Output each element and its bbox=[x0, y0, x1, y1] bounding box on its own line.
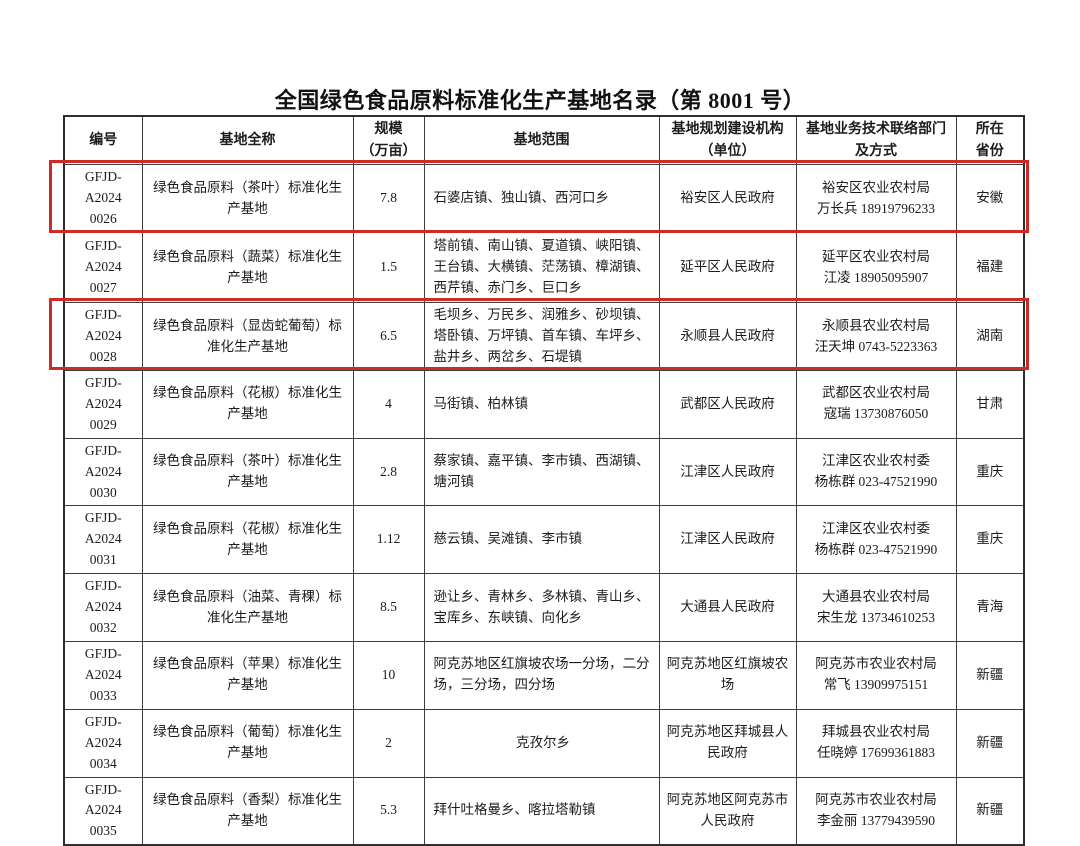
cell-scale: 5.3 bbox=[352, 776, 425, 846]
cell-contact: 武都区农业农村局 寇瑞 13730876050 bbox=[795, 369, 957, 439]
cell-name: 绿色食品原料（油菜、青稞）标准化生产基地 bbox=[141, 573, 354, 642]
page-title: 全国绿色食品原料标准化生产基地名录（第 8001 号） bbox=[274, 88, 806, 113]
cell-province: 重庆 bbox=[955, 437, 1025, 507]
cell-range: 蔡家镇、嘉平镇、李市镇、西湖镇、塘河镇 bbox=[423, 437, 660, 507]
cell-province: 甘肃 bbox=[955, 369, 1025, 439]
cell-org: 阿克苏地区红旗坡农场 bbox=[658, 640, 797, 710]
cell-name: 绿色食品原料（显齿蛇葡萄）标准化生产基地 bbox=[141, 302, 354, 371]
table-row: GFJD-A2024 0028 绿色食品原料（显齿蛇葡萄）标准化生产基地 6.5 毛坝… bbox=[63, 302, 1025, 371]
cell-org: 大通县人民政府 bbox=[658, 573, 797, 642]
table-row: GFJD-A2024 0029 绿色食品原料（花椒）标准化生产基地 4 马街镇、柏林镇… bbox=[63, 369, 1025, 439]
cell-province: 安徽 bbox=[955, 164, 1025, 234]
cell-org: 阿克苏地区阿克苏市人民政府 bbox=[658, 776, 797, 846]
column-header-org: 基地规划建设机构 （单位） bbox=[658, 115, 797, 166]
cell-range: 克孜尔乡 bbox=[423, 708, 660, 778]
cell-province: 青海 bbox=[955, 573, 1025, 642]
cell-province: 重庆 bbox=[955, 505, 1025, 575]
cell-org: 武都区人民政府 bbox=[658, 369, 797, 439]
cell-name: 绿色食品原料（蔬菜）标准化生产基地 bbox=[141, 232, 354, 304]
column-header-scale: 规模 （万亩） bbox=[352, 115, 425, 166]
cell-province: 福建 bbox=[955, 232, 1025, 304]
cell-id: GFJD-A2024 0031 bbox=[63, 505, 143, 575]
table-row: GFJD-A2024 0030 绿色食品原料（茶叶）标准化生产基地 2.8 蔡家镇、嘉… bbox=[63, 437, 1025, 507]
cell-id: GFJD-A2024 0034 bbox=[63, 708, 143, 778]
cell-range: 马街镇、柏林镇 bbox=[423, 369, 660, 439]
cell-name: 绿色食品原料（苹果）标准化生产基地 bbox=[141, 640, 354, 710]
cell-range: 塔前镇、南山镇、夏道镇、峡阳镇、王台镇、大横镇、茫荡镇、樟湖镇、西芹镇、赤门乡、… bbox=[423, 232, 660, 304]
table-row: GFJD-A2024 0033 绿色食品原料（苹果）标准化生产基地 10 阿克苏地区红… bbox=[63, 640, 1025, 710]
cell-contact: 江津区农业农村委 杨栋群 023-47521990 bbox=[795, 437, 957, 507]
cell-range: 阿克苏地区红旗坡农场一分场，二分场，三分场，四分场 bbox=[423, 640, 660, 710]
cell-contact: 大通县农业农村局 宋生龙 13734610253 bbox=[795, 573, 957, 642]
cell-org: 裕安区人民政府 bbox=[658, 164, 797, 234]
table-row: GFJD-A2024 0027 绿色食品原料（蔬菜）标准化生产基地 1.5 塔前镇、南… bbox=[63, 232, 1025, 304]
cell-name: 绿色食品原料（茶叶）标准化生产基地 bbox=[141, 164, 354, 234]
cell-contact: 拜城县农业农村局 任晓婷 17699361883 bbox=[795, 708, 957, 778]
cell-scale: 6.5 bbox=[352, 302, 425, 371]
cell-name: 绿色食品原料（花椒）标准化生产基地 bbox=[141, 369, 354, 439]
cell-org: 阿克苏地区拜城县人民政府 bbox=[658, 708, 797, 778]
cell-province: 新疆 bbox=[955, 776, 1025, 846]
document-page: { "title": "全国绿色食品原料标准化生产基地名录（第 8001 号）"… bbox=[49, 88, 1029, 846]
column-header-name: 基地全称 bbox=[141, 115, 354, 166]
cell-scale: 1.5 bbox=[352, 232, 425, 304]
table-body: GFJD-A2024 0026 绿色食品原料（茶叶）标准化生产基地 7.8 石婆店镇、… bbox=[63, 164, 1025, 846]
cell-scale: 8.5 bbox=[352, 573, 425, 642]
cell-scale: 1.12 bbox=[352, 505, 425, 575]
cell-province: 新疆 bbox=[955, 708, 1025, 778]
cell-org: 延平区人民政府 bbox=[658, 232, 797, 304]
cell-contact: 阿克苏市农业农村局 李金丽 13779439590 bbox=[795, 776, 957, 846]
cell-id: GFJD-A2024 0035 bbox=[63, 776, 143, 846]
cell-name: 绿色食品原料（香梨）标准化生产基地 bbox=[141, 776, 354, 846]
cell-id: GFJD-A2024 0029 bbox=[63, 369, 143, 439]
cell-scale: 10 bbox=[352, 640, 425, 710]
cell-contact: 延平区农业农村局 江凌 18905095907 bbox=[795, 232, 957, 304]
table-row: GFJD-A2024 0031 绿色食品原料（花椒）标准化生产基地 1.12 慈云镇、… bbox=[63, 505, 1025, 575]
column-header-contact: 基地业务技术联络部门 及方式 bbox=[795, 115, 957, 166]
cell-contact: 永顺县农业农村局 汪天坤 0743-5223363 bbox=[795, 302, 957, 371]
cell-id: GFJD-A2024 0030 bbox=[63, 437, 143, 507]
cell-contact: 阿克苏市农业农村局 常飞 13909975151 bbox=[795, 640, 957, 710]
cell-range: 石婆店镇、独山镇、西河口乡 bbox=[423, 164, 660, 234]
cell-scale: 2.8 bbox=[352, 437, 425, 507]
cell-scale: 7.8 bbox=[352, 164, 425, 234]
cell-range: 拜什吐格曼乡、喀拉塔勒镇 bbox=[423, 776, 660, 846]
cell-org: 江津区人民政府 bbox=[658, 505, 797, 575]
cell-id: GFJD-A2024 0028 bbox=[63, 302, 143, 371]
cell-id: GFJD-A2024 0033 bbox=[63, 640, 143, 710]
column-header-province: 所在 省份 bbox=[955, 115, 1025, 166]
cell-scale: 4 bbox=[352, 369, 425, 439]
cell-scale: 2 bbox=[352, 708, 425, 778]
header-row: 编号 基地全称 规模 （万亩） 基地范围 基地规划建设机构 （单位） 基地业务技术联络部门… bbox=[63, 115, 1025, 166]
table-row: GFJD-A2024 0026 绿色食品原料（茶叶）标准化生产基地 7.8 石婆店镇、… bbox=[63, 164, 1025, 234]
cell-range: 逊让乡、青林乡、多林镇、青山乡、宝库乡、东峡镇、向化乡 bbox=[423, 573, 660, 642]
table-row: GFJD-A2024 0032 绿色食品原料（油菜、青稞）标准化生产基地 8.5 逊让… bbox=[63, 573, 1025, 642]
cell-name: 绿色食品原料（茶叶）标准化生产基地 bbox=[141, 437, 354, 507]
cell-contact: 江津区农业农村委 杨栋群 023-47521990 bbox=[795, 505, 957, 575]
base-directory-table: 编号 基地全称 规模 （万亩） 基地范围 基地规划建设机构 （单位） 基地业务技术联络部门… bbox=[63, 115, 1025, 846]
cell-org: 永顺县人民政府 bbox=[658, 302, 797, 371]
cell-range: 慈云镇、吴滩镇、李市镇 bbox=[423, 505, 660, 575]
cell-name: 绿色食品原料（花椒）标准化生产基地 bbox=[141, 505, 354, 575]
cell-contact: 裕安区农业农村局 万长兵 18919796233 bbox=[795, 164, 957, 234]
cell-province: 新疆 bbox=[955, 640, 1025, 710]
cell-org: 江津区人民政府 bbox=[658, 437, 797, 507]
column-header-range: 基地范围 bbox=[423, 115, 660, 166]
cell-range: 毛坝乡、万民乡、润雅乡、砂坝镇、塔卧镇、万坪镇、首车镇、车坪乡、盐井乡、两岔乡、… bbox=[423, 302, 660, 371]
table-row: GFJD-A2024 0034 绿色食品原料（葡萄）标准化生产基地 2 克孜尔乡 阿克苏… bbox=[63, 708, 1025, 778]
table-row: GFJD-A2024 0035 绿色食品原料（香梨）标准化生产基地 5.3 拜什吐格曼… bbox=[63, 776, 1025, 846]
column-header-id: 编号 bbox=[63, 115, 143, 166]
cell-id: GFJD-A2024 0027 bbox=[63, 232, 143, 304]
cell-id: GFJD-A2024 0026 bbox=[63, 164, 143, 234]
cell-province: 湖南 bbox=[955, 302, 1025, 371]
cell-id: GFJD-A2024 0032 bbox=[63, 573, 143, 642]
cell-name: 绿色食品原料（葡萄）标准化生产基地 bbox=[141, 708, 354, 778]
